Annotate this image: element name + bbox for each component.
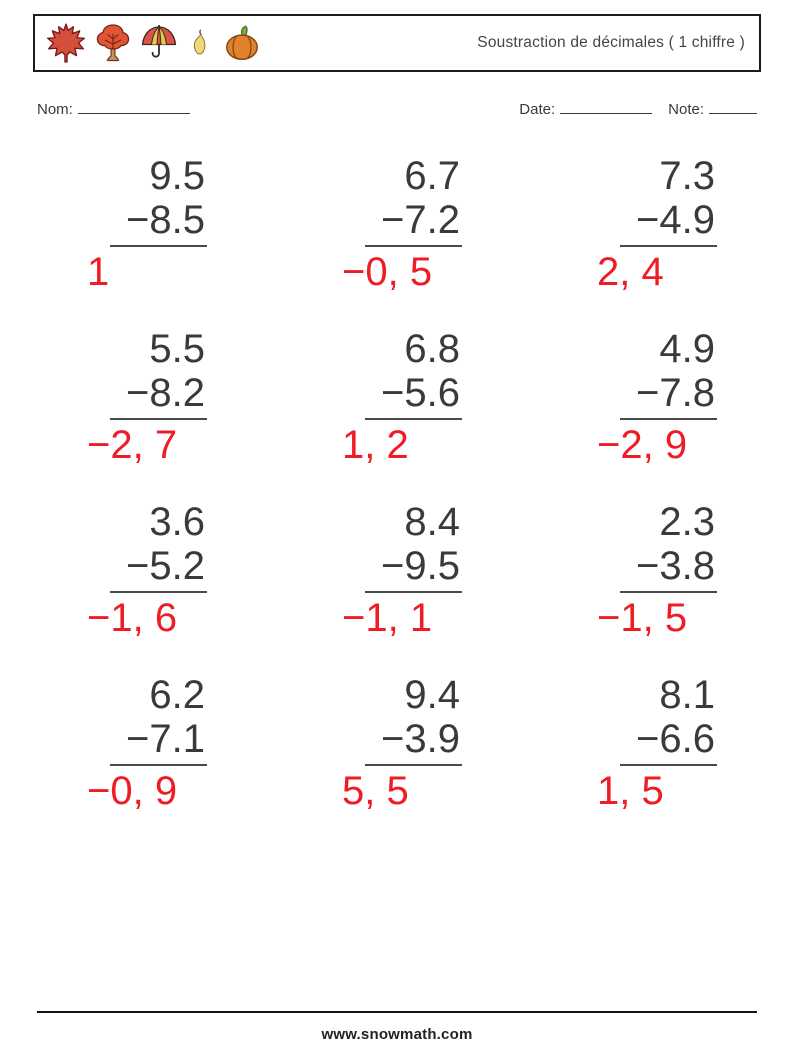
subtrahend: −5.6	[365, 371, 462, 420]
date-label: Date:	[519, 101, 556, 118]
problem-2: 6.7 −7.2 −0, 5	[292, 154, 462, 294]
problem-9: 2.3 −3.8 −1, 5	[547, 500, 717, 640]
answer: −0, 9	[87, 769, 178, 813]
problem-1: 9.5 −8.5 1	[37, 154, 207, 294]
problem-11: 9.4 −3.9 5, 5	[292, 673, 462, 813]
minuend: 9.4	[404, 673, 460, 717]
answer: −1, 1	[342, 596, 433, 640]
answer: −0, 5	[342, 250, 433, 294]
note-blank-line	[709, 98, 757, 114]
subtrahend-row: −7.2	[292, 198, 462, 247]
nom-blank-line	[77, 98, 190, 114]
problem-10: 6.2 −7.1 −0, 9	[37, 673, 207, 813]
pear-icon	[193, 29, 206, 55]
subtrahend: −7.8	[620, 371, 717, 420]
problem-4: 5.5 −8.2 −2, 7	[37, 327, 207, 467]
umbrella-icon	[141, 25, 177, 58]
autumn-tree-icon	[96, 24, 130, 62]
footer: www.snowmath.com	[37, 1011, 757, 1053]
subtrahend-row: −5.2	[37, 544, 207, 593]
note-label: Note:	[668, 101, 704, 118]
problem-5: 6.8 −5.6 1, 2	[292, 327, 462, 467]
subtrahend-row: −9.5	[292, 544, 462, 593]
nom-label: Nom:	[37, 101, 73, 118]
subtrahend: −7.1	[110, 717, 207, 766]
subtrahend: −7.2	[365, 198, 462, 247]
problem-12: 8.1 −6.6 1, 5	[547, 673, 717, 813]
subtrahend-row: −7.8	[547, 371, 717, 420]
subtrahend-row: −8.2	[37, 371, 207, 420]
answer: 1, 2	[342, 423, 409, 467]
subtrahend-row: −4.9	[547, 198, 717, 247]
minuend: 8.1	[659, 673, 715, 717]
answer: −2, 7	[87, 423, 178, 467]
subtrahend: −3.9	[365, 717, 462, 766]
name-date-note-row: Nom: Date: Note:	[37, 98, 757, 118]
problem-7: 3.6 −5.2 −1, 6	[37, 500, 207, 640]
minuend: 5.5	[149, 327, 205, 371]
minuend: 3.6	[149, 500, 205, 544]
answer: 5, 5	[342, 769, 409, 813]
minuend: 9.5	[149, 154, 205, 198]
subtrahend: −9.5	[365, 544, 462, 593]
subtrahend: −8.2	[110, 371, 207, 420]
minuend: 8.4	[404, 500, 460, 544]
header-box: Soustraction de décimales ( 1 chiffre )	[33, 14, 761, 72]
subtrahend: −5.2	[110, 544, 207, 593]
problem-6: 4.9 −7.8 −2, 9	[547, 327, 717, 467]
answer: −2, 9	[597, 423, 688, 467]
subtrahend-row: −5.6	[292, 371, 462, 420]
maple-leaf-icon	[46, 23, 86, 63]
minuend: 6.8	[404, 327, 460, 371]
answer: −1, 6	[87, 596, 178, 640]
subtrahend: −8.5	[110, 198, 207, 247]
date-blank-line	[560, 98, 653, 114]
subtrahend-row: −6.6	[547, 717, 717, 766]
subtrahend: −4.9	[620, 198, 717, 247]
date-note-group: Date: Note:	[519, 98, 757, 118]
answer: 1	[87, 250, 110, 294]
subtrahend: −6.6	[620, 717, 717, 766]
answer: 2, 4	[597, 250, 664, 294]
answer: −1, 5	[597, 596, 688, 640]
minuend: 6.2	[149, 673, 205, 717]
minuend: 4.9	[659, 327, 715, 371]
subtrahend-row: −3.9	[292, 717, 462, 766]
subtrahend-row: −7.1	[37, 717, 207, 766]
problem-3: 7.3 −4.9 2, 4	[547, 154, 717, 294]
subtrahend-row: −3.8	[547, 544, 717, 593]
problems-grid: 9.5 −8.5 1 6.7 −7.2 −0, 5 7.3 −4.9 2, 4 …	[37, 154, 794, 813]
subtrahend: −3.8	[620, 544, 717, 593]
answer: 1, 5	[597, 769, 664, 813]
minuend: 2.3	[659, 500, 715, 544]
problem-8: 8.4 −9.5 −1, 1	[292, 500, 462, 640]
minuend: 7.3	[659, 154, 715, 198]
subtrahend-row: −8.5	[37, 198, 207, 247]
website-text: www.snowmath.com	[321, 1026, 473, 1043]
header-icons	[45, 22, 263, 64]
pumpkin-icon	[226, 25, 258, 61]
minuend: 6.7	[404, 154, 460, 198]
worksheet-title: Soustraction de décimales ( 1 chiffre )	[477, 34, 745, 51]
